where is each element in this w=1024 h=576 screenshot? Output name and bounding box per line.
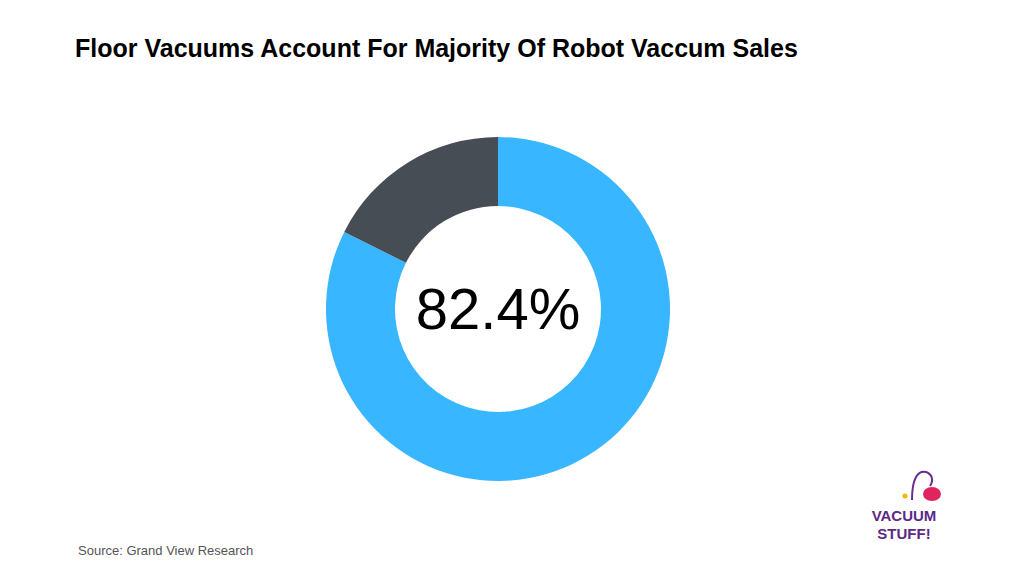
logo-text: STUFF!: [877, 525, 930, 542]
logo: VACUUMSTUFF!: [872, 472, 941, 542]
slice: [344, 137, 498, 263]
logo-text: VACUUM: [872, 507, 937, 524]
data-label: 82.4%: [416, 276, 580, 341]
pie-group: 82.4%: [326, 137, 670, 481]
title: Floor Vacuums Account For Majority Of Ro…: [75, 34, 798, 62]
logo-dot: [903, 494, 908, 499]
chart: Floor Vacuums Account For Majority Of Ro…: [0, 0, 1024, 576]
slice: [326, 137, 670, 481]
background: [0, 0, 1024, 576]
source: Source: Grand View Research: [78, 543, 253, 558]
logo-body: [923, 487, 941, 501]
